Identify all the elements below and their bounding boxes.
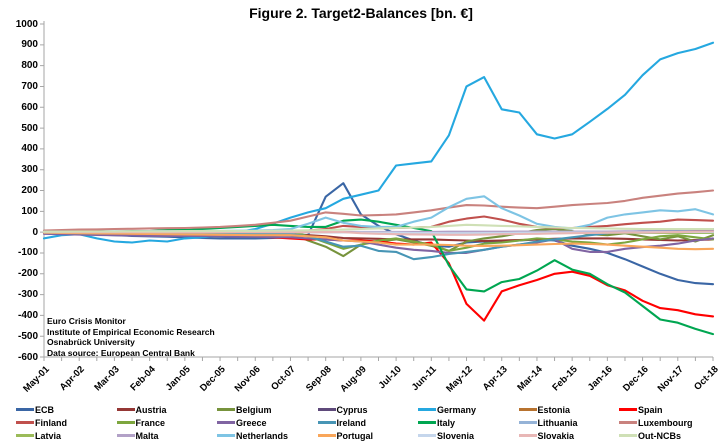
y-axis-tick-label: 100 (21, 205, 38, 217)
legend-label: France (135, 417, 166, 428)
legend-label: Slovakia (537, 430, 575, 441)
legend-entry-portugal: Portugal (317, 429, 419, 442)
legend-line-swatch (217, 434, 235, 437)
legend-label: Netherlands (236, 430, 289, 441)
legend-entry-germany: Germany (418, 403, 519, 416)
legend-line-swatch (619, 421, 637, 424)
series-line-luxembourg (42, 189, 715, 232)
legend-line-swatch (619, 408, 637, 411)
axis-lines (40, 21, 714, 361)
legend-label: Out-NCBs (638, 430, 681, 441)
y-axis-tick-label: 600 (21, 101, 38, 113)
source-note-line: Institute of Empirical Economic Research (47, 326, 215, 337)
legend-label: Greece (236, 417, 267, 428)
y-axis-tick-label: 500 (21, 122, 38, 134)
y-axis-tick-label: -100 (17, 247, 38, 259)
legend-line-swatch (317, 434, 336, 437)
series-line-out-ncbs (42, 223, 715, 233)
legend-line-swatch (418, 421, 436, 424)
legend: ECB Austria Belgium Cyprus Germany Estonia Spa… (16, 403, 722, 442)
source-note-line: Osnabrück University (47, 337, 135, 347)
legend-label: Latvia (35, 430, 62, 441)
legend-label: Estonia (537, 404, 571, 415)
legend-label: Belgium (236, 404, 272, 415)
legend-line-swatch (518, 434, 537, 437)
legend-entry-lithuania: Lithuania (518, 416, 620, 429)
y-axis-tick-label: 200 (21, 185, 38, 196)
legend-line-swatch (217, 421, 235, 424)
legend-entry-ecb: ECB (16, 403, 117, 416)
legend-line-swatch (16, 434, 34, 437)
chart-title: Figure 2. Target2-Balances [bn. €] (249, 5, 473, 21)
legend-line-swatch (518, 421, 537, 424)
legend-label: Portugal (336, 430, 374, 441)
legend-line-swatch (317, 421, 336, 424)
series-line-germany (42, 41, 715, 244)
legend-label: Slovenia (437, 430, 475, 441)
legend-entry-belgium: Belgium (217, 403, 318, 416)
legend-label: Cyprus (336, 404, 368, 415)
legend-line-swatch (418, 408, 436, 411)
y-axis-tick-label: 1000 (15, 18, 38, 30)
source-note: Euro Crisis Monitor Institute of Empirica… (47, 316, 215, 358)
legend-line-swatch (116, 421, 135, 424)
legend-entry-malta: Malta (116, 429, 218, 442)
legend-line-swatch (116, 434, 135, 437)
legend-label: Spain (638, 404, 663, 415)
legend-entry-spain: Spain (619, 403, 720, 416)
y-axis-tick-label: -400 (17, 309, 38, 321)
y-axis-tick-label: -500 (17, 330, 38, 342)
legend-entry-austria: Austria (116, 403, 218, 416)
legend-line-swatch (16, 408, 34, 411)
plot-area (40, 21, 715, 361)
legend-entry-italy: Italy (418, 416, 519, 429)
legend-line-swatch (518, 408, 537, 411)
legend-line-swatch (16, 421, 34, 424)
legend-label: Finland (35, 417, 67, 428)
legend-label: Malta (135, 430, 159, 441)
legend-entry-greece: Greece (217, 416, 318, 429)
legend-entry-france: France (116, 416, 218, 429)
legend-label: Lithuania (537, 417, 578, 428)
y-axis-tick-label: -300 (17, 289, 38, 301)
legend-entry-slovenia: Slovenia (418, 429, 519, 442)
y-axis-tick-label: 300 (21, 164, 38, 176)
y-axis-tick-label: -600 (17, 351, 38, 363)
series-line-greece (42, 232, 715, 254)
source-note-line: Data source: European Central Bank (47, 347, 195, 358)
y-axis-tick-label: 900 (21, 39, 38, 51)
legend-line-swatch (619, 434, 637, 437)
y-axis-tick-label: 0 (32, 226, 38, 238)
legend-entry-slovakia: Slovakia (518, 429, 620, 442)
legend-entry-netherlands: Netherlands (217, 429, 318, 442)
legend-label: Luxembourg (638, 417, 693, 428)
y-axis-tick-label: 400 (21, 143, 38, 155)
y-axis-tick-label: -200 (17, 268, 38, 280)
legend-label: Italy (437, 417, 456, 428)
legend-entry-luxembourg: Luxembourg (619, 416, 720, 429)
source-note-line: Euro Crisis Monitor (47, 316, 126, 326)
legend-line-swatch (116, 408, 135, 411)
legend-label: Austria (135, 404, 167, 415)
series-line-portugal (42, 231, 715, 251)
legend-entry-estonia: Estonia (518, 403, 620, 416)
legend-line-swatch (317, 408, 336, 411)
legend-entry-out-ncbs: Out-NCBs (619, 429, 720, 442)
y-axis-tick-label: 800 (21, 60, 38, 72)
legend-label: Germany (437, 404, 477, 415)
legend-entry-ireland: Ireland (317, 416, 419, 429)
legend-line-swatch (418, 434, 436, 437)
legend-line-swatch (217, 408, 235, 411)
y-axis-tick-label: 700 (21, 80, 38, 92)
legend-label: ECB (35, 404, 55, 415)
legend-entry-latvia: Latvia (16, 429, 117, 442)
legend-entry-cyprus: Cyprus (317, 403, 419, 416)
legend-label: Ireland (336, 417, 367, 428)
legend-entry-finland: Finland (16, 416, 117, 429)
